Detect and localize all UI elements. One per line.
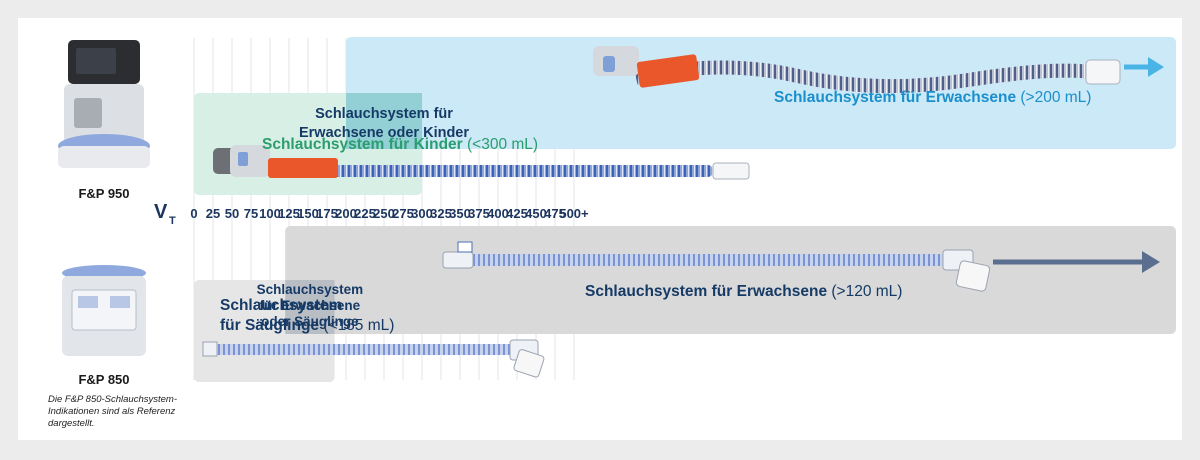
band-adult850 bbox=[285, 226, 1176, 334]
device-fp950-image bbox=[58, 40, 150, 168]
device-fp850-image bbox=[62, 265, 146, 356]
overlap-label-2-line-2: für Erwachsene bbox=[260, 298, 361, 313]
band-label-child: Schlauchsystem für Kinder (<300 mL) bbox=[262, 136, 538, 153]
band-labels: Schlauchsystem für Kinder (<300 mL) Schla… bbox=[220, 89, 1091, 334]
overlap-label-1-line-1: Schlauchsystem für bbox=[315, 106, 453, 122]
band-label-infant-line-1: Schlauchsystem bbox=[220, 297, 342, 314]
device-label-fp950: F&P 950 bbox=[78, 186, 129, 201]
tick-label-400: 400 bbox=[487, 206, 509, 221]
tick-label-275: 275 bbox=[392, 206, 414, 221]
footnote: Die F&P 850-Schlauchsystem- Indikationen… bbox=[48, 394, 177, 429]
tube-illustration-infant bbox=[202, 339, 545, 378]
band-label-adult950: Schlauchsystem für Erwachsene (>200 mL) bbox=[774, 89, 1091, 106]
footnote-line-2: Indikationen sind als Referenz bbox=[48, 406, 176, 417]
tick-label-450: 450 bbox=[525, 206, 547, 221]
tick-label-50: 50 bbox=[225, 206, 239, 221]
tube-illustration-child bbox=[213, 145, 750, 180]
tick-label-475: 475 bbox=[544, 206, 566, 221]
arrow-head-adult850 bbox=[1142, 251, 1160, 273]
axis-label-subscript: T bbox=[169, 215, 176, 227]
tick-label-300: 300 bbox=[411, 206, 433, 221]
band-label-infant-line-2: für Säuglinge (<185 mL) bbox=[220, 317, 394, 334]
band-adult950 bbox=[346, 37, 1176, 149]
tick-label-175: 175 bbox=[316, 206, 338, 221]
overlap-label-2-line-1: Schlauchsystem bbox=[257, 282, 364, 297]
tick-label-375: 375 bbox=[468, 206, 490, 221]
tick-label-350: 350 bbox=[449, 206, 471, 221]
tube-illustration-adult-850 bbox=[442, 241, 991, 292]
overlap-region-1 bbox=[346, 93, 422, 149]
tick-label-425: 425 bbox=[506, 206, 528, 221]
axis-ticks: 0 25 50 75 100125150175200225250275300325350… bbox=[190, 206, 589, 221]
tick-label-100: 100 bbox=[259, 206, 281, 221]
tick-label-325: 325 bbox=[430, 206, 452, 221]
open-end-arrows bbox=[993, 57, 1164, 273]
overlap-region-2 bbox=[285, 280, 335, 334]
axis-label-v: V bbox=[154, 201, 168, 223]
footnote-line-3: dargestellt. bbox=[48, 418, 94, 429]
overlap-label-1-line-2: Erwachsene oder Kinder bbox=[299, 125, 469, 141]
tick-label-150: 150 bbox=[297, 206, 319, 221]
tick-label-225: 225 bbox=[354, 206, 376, 221]
overlap-label-2-line-3: oder Säuglinge bbox=[261, 314, 359, 329]
tick-label-0: 0 bbox=[190, 206, 197, 221]
band-label-adult850: Schlauchsystem für Erwachsene (>120 mL) bbox=[585, 283, 902, 300]
tick-label-75: 75 bbox=[244, 206, 258, 221]
tube-illustration-adult-950 bbox=[593, 46, 1121, 94]
tick-label-125: 125 bbox=[278, 206, 300, 221]
tick-label-200: 200 bbox=[335, 206, 357, 221]
ventilation-tube-chart: Schlauchsystem für Kinder (<300 mL) Schla… bbox=[48, 37, 1176, 429]
footnote-line-1: Die F&P 850-Schlauchsystem- bbox=[48, 394, 177, 405]
tick-label-500+: 500+ bbox=[559, 206, 589, 221]
axis-label: V T bbox=[154, 201, 176, 227]
tick-label-250: 250 bbox=[373, 206, 395, 221]
arrow-head-adult950 bbox=[1148, 57, 1164, 77]
tick-label-25: 25 bbox=[206, 206, 220, 221]
device-label-fp850: F&P 850 bbox=[78, 372, 129, 387]
chart-card: Schlauchsystem für Kinder (<300 mL) Schla… bbox=[18, 18, 1182, 440]
